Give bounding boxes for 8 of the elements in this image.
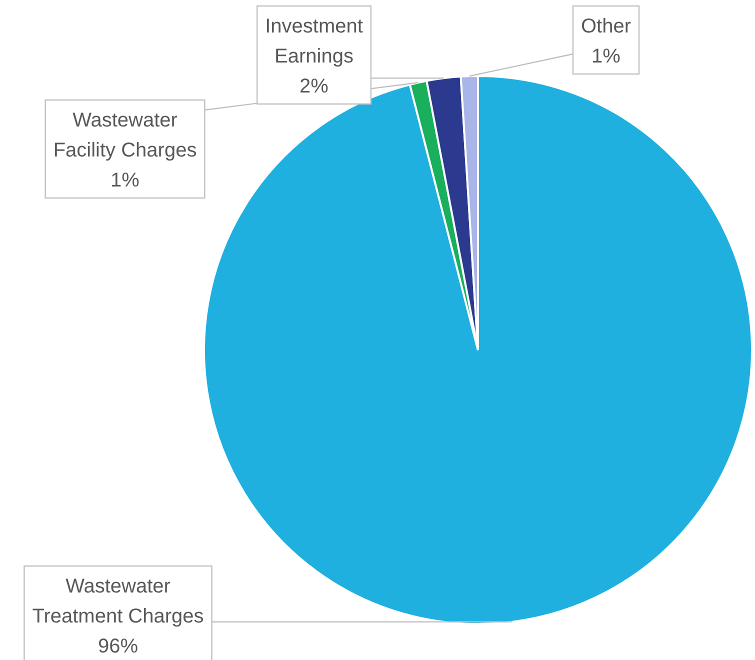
data-label: 1% [110, 170, 140, 192]
data-label: 96% [98, 636, 138, 658]
slice-label: Wastewater Treatment Charges [32, 576, 204, 628]
data-label: 2% [300, 76, 329, 98]
slice-label: Other [580, 16, 632, 38]
slice-label: Wastewater Facility Charges [53, 110, 197, 162]
data-label: 1% [592, 46, 621, 68]
slice-label: Investment Earnings [265, 16, 364, 68]
